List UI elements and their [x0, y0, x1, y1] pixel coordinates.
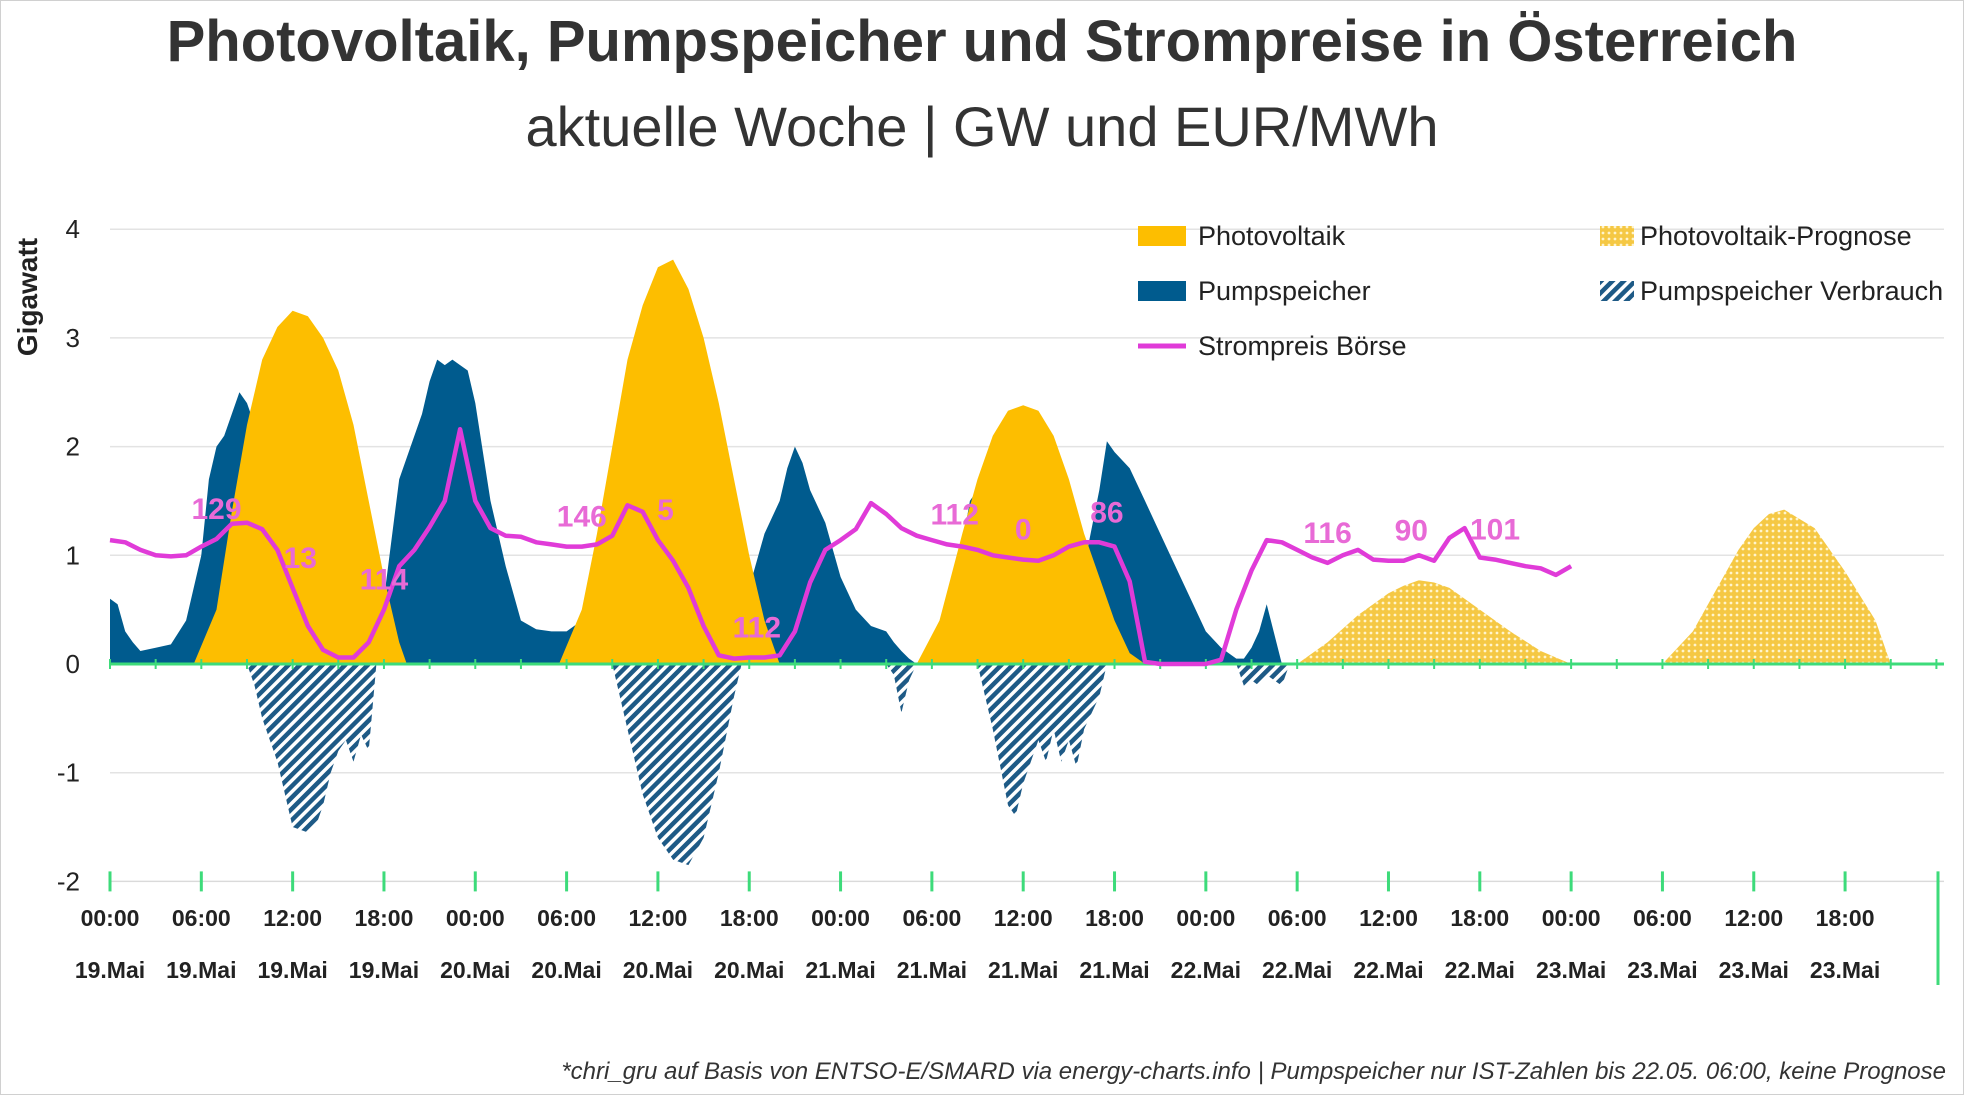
solid-swatch-icon	[1138, 281, 1186, 301]
legend-item-photovoltaik-prognose[interactable]: Photovoltaik-Prognose	[1600, 216, 1912, 256]
price-data-label: 101	[1470, 514, 1520, 547]
x-tick-date: 23.Mai	[1810, 957, 1880, 983]
legend-label: Strompreis Börse	[1198, 330, 1407, 361]
chart-title: Photovoltaik, Pumpspeicher und Stromprei…	[166, 9, 1798, 74]
x-tick-date: 19.Mai	[257, 957, 327, 983]
line-swatch-icon	[1138, 343, 1186, 349]
x-tick-date: 22.Mai	[1262, 957, 1332, 983]
y-tick-label: 1	[66, 540, 80, 570]
x-tick-time: 06:00	[537, 905, 596, 931]
x-tick-date: 23.Mai	[1719, 957, 1789, 983]
x-tick-date: 21.Mai	[1079, 957, 1149, 983]
x-tick-time: 00:00	[446, 905, 505, 931]
pv-forecast-area	[1297, 580, 1572, 664]
x-tick-date: 19.Mai	[75, 957, 145, 983]
price-data-label: 114	[360, 564, 409, 597]
legend-label: Photovoltaik-Prognose	[1640, 220, 1912, 251]
x-tick-date: 20.Mai	[623, 957, 693, 983]
legend-item-pumpspeicher[interactable]: Pumpspeicher	[1138, 271, 1371, 311]
y-tick-label: 2	[66, 432, 80, 462]
legend-item-photovoltaik[interactable]: Photovoltaik	[1138, 216, 1345, 256]
x-tick-date: 21.Mai	[897, 957, 967, 983]
axis-layer	[108, 659, 1944, 985]
price-data-label: 13	[284, 542, 317, 575]
x-tick-time: 18:00	[355, 905, 414, 931]
area-layer	[110, 259, 1891, 866]
x-tick-time: 06:00	[1268, 905, 1327, 931]
y-tick-label: 3	[66, 323, 80, 353]
y-tick-label: 4	[66, 214, 80, 244]
x-tick-time: 06:00	[902, 905, 961, 931]
x-tick-time: 12:00	[629, 905, 688, 931]
price-data-label: 129	[192, 493, 242, 526]
x-tick-time: 18:00	[1816, 905, 1875, 931]
x-tick-date: 22.Mai	[1353, 957, 1423, 983]
x-tick-date: 22.Mai	[1171, 957, 1241, 983]
pv-area	[559, 259, 780, 664]
x-tick-time: 00:00	[81, 905, 140, 931]
x-tick-time: 12:00	[1724, 905, 1783, 931]
price-data-label: 112	[931, 498, 979, 531]
y-tick-label: -2	[57, 866, 80, 896]
x-tick-date: 19.Mai	[166, 957, 236, 983]
legend-item-pumpspeicher-verbrauch[interactable]: Pumpspeicher Verbrauch	[1600, 271, 1943, 311]
solid-swatch-icon	[1138, 226, 1186, 246]
hatched-swatch-icon	[1600, 281, 1634, 301]
pump-consumption-area	[886, 664, 917, 713]
x-tick-date: 20.Mai	[531, 957, 601, 983]
x-tick-time: 12:00	[1359, 905, 1418, 931]
x-tick-date: 21.Mai	[988, 957, 1058, 983]
price-data-label: 86	[1090, 496, 1123, 529]
pump-area	[368, 359, 628, 664]
pump-consumption-area	[1236, 664, 1290, 686]
x-tick-time: 06:00	[172, 905, 231, 931]
x-tick-time: 12:00	[263, 905, 322, 931]
legend-label: Pumpspeicher	[1198, 275, 1371, 306]
pv-forecast-area	[1662, 509, 1891, 664]
pump-area	[1068, 441, 1298, 664]
x-tick-time: 06:00	[1633, 905, 1692, 931]
x-tick-time: 18:00	[1450, 905, 1509, 931]
price-data-label: 116	[1303, 517, 1351, 550]
legend-label: Photovoltaik	[1198, 220, 1346, 251]
dotted-swatch-icon	[1600, 226, 1634, 246]
price-data-label: 5	[657, 494, 674, 527]
chart-subtitle: aktuelle Woche | GW und EUR/MWh	[525, 95, 1439, 158]
x-tick-time: 12:00	[994, 905, 1053, 931]
pv-area	[193, 310, 407, 664]
x-tick-date: 22.Mai	[1445, 957, 1515, 983]
y-tick-label: 0	[66, 649, 80, 679]
pump-consumption-area	[977, 664, 1107, 817]
x-tick-date: 21.Mai	[805, 957, 875, 983]
x-tick-time: 18:00	[720, 905, 779, 931]
x-tick-date: 19.Mai	[349, 957, 419, 983]
x-tick-time: 00:00	[1542, 905, 1601, 931]
x-tick-date: 23.Mai	[1627, 957, 1697, 983]
price-data-label: 90	[1395, 515, 1428, 548]
pump-area	[734, 446, 978, 664]
pump-consumption-area	[247, 664, 377, 833]
price-data-label: 0	[1015, 514, 1032, 547]
x-tick-time: 18:00	[1085, 905, 1144, 931]
x-tick-time: 00:00	[811, 905, 870, 931]
price-data-label: 112	[733, 611, 781, 644]
x-tick-date: 20.Mai	[440, 957, 510, 983]
price-line	[109, 426, 1573, 667]
price-data-label: 146	[557, 501, 607, 534]
legend-item-strompreis[interactable]: Strompreis Börse	[1138, 326, 1407, 366]
x-tick-date: 23.Mai	[1536, 957, 1606, 983]
pv-area	[916, 405, 1145, 664]
pump-consumption-area	[612, 664, 742, 866]
x-tick-date: 20.Mai	[714, 957, 784, 983]
legend-label: Pumpspeicher Verbrauch	[1640, 275, 1944, 306]
y-tick-label: -1	[57, 758, 80, 788]
source-footnote: *chri_gru auf Basis von ENTSO-E/SMARD vi…	[561, 1058, 1946, 1085]
label-layer: -2 -1 0 1 2 3 4 00:00 19.Mai 06:00 19.Mai 12:00 19.M…	[57, 214, 1880, 983]
line-layer	[109, 426, 1573, 667]
x-tick-time: 00:00	[1176, 905, 1235, 931]
